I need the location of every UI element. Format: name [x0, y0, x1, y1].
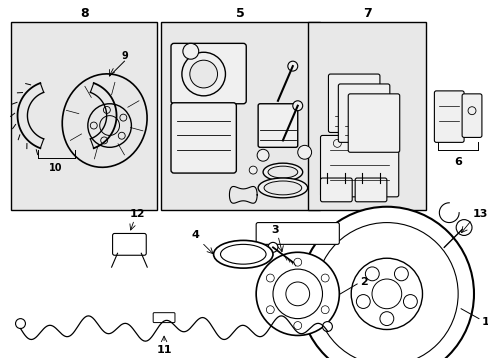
Circle shape	[293, 321, 301, 329]
Circle shape	[182, 52, 225, 96]
Circle shape	[189, 60, 217, 88]
FancyBboxPatch shape	[171, 43, 246, 104]
Circle shape	[371, 279, 401, 309]
FancyBboxPatch shape	[112, 234, 146, 255]
Text: 10: 10	[49, 163, 63, 173]
Ellipse shape	[213, 240, 272, 268]
Bar	[161, 22, 319, 210]
Circle shape	[321, 306, 328, 314]
Bar	[11, 22, 157, 210]
Circle shape	[272, 269, 322, 319]
Circle shape	[350, 258, 422, 329]
Text: 2: 2	[360, 277, 367, 287]
Circle shape	[321, 274, 328, 282]
Text: 6: 6	[453, 157, 461, 167]
Bar	[307, 22, 426, 210]
Circle shape	[287, 61, 297, 71]
Circle shape	[267, 242, 277, 252]
Circle shape	[365, 267, 379, 281]
Text: 13: 13	[471, 209, 487, 219]
Ellipse shape	[264, 181, 301, 195]
Circle shape	[379, 312, 393, 325]
FancyBboxPatch shape	[258, 104, 297, 147]
Circle shape	[394, 267, 407, 281]
Circle shape	[103, 107, 110, 113]
Text: 11: 11	[156, 345, 171, 355]
Text: 9: 9	[121, 51, 127, 61]
FancyBboxPatch shape	[461, 94, 481, 138]
Circle shape	[16, 319, 25, 329]
Circle shape	[292, 101, 302, 111]
Text: 3: 3	[271, 225, 278, 234]
Circle shape	[118, 132, 125, 139]
Text: 8: 8	[81, 7, 89, 20]
FancyBboxPatch shape	[153, 313, 175, 323]
Ellipse shape	[220, 244, 265, 264]
Circle shape	[297, 145, 311, 159]
Text: 4: 4	[191, 230, 199, 240]
Circle shape	[455, 220, 471, 235]
Circle shape	[467, 107, 475, 114]
Circle shape	[285, 282, 309, 306]
FancyBboxPatch shape	[320, 178, 351, 202]
FancyBboxPatch shape	[347, 94, 399, 152]
Ellipse shape	[62, 74, 147, 167]
Text: 12: 12	[129, 209, 145, 219]
Ellipse shape	[263, 163, 302, 181]
Circle shape	[356, 294, 369, 309]
Text: 5: 5	[235, 7, 244, 20]
Circle shape	[257, 149, 268, 161]
Circle shape	[266, 274, 274, 282]
Polygon shape	[319, 294, 391, 327]
Text: 1: 1	[481, 316, 488, 327]
Circle shape	[101, 137, 107, 144]
Ellipse shape	[267, 166, 297, 178]
Circle shape	[315, 222, 457, 360]
Circle shape	[355, 139, 364, 147]
Circle shape	[322, 321, 332, 332]
Ellipse shape	[258, 178, 307, 198]
FancyBboxPatch shape	[171, 103, 236, 173]
FancyBboxPatch shape	[320, 135, 398, 197]
FancyBboxPatch shape	[433, 91, 463, 142]
FancyBboxPatch shape	[328, 74, 379, 132]
Circle shape	[256, 252, 339, 336]
Circle shape	[403, 294, 416, 309]
Circle shape	[299, 207, 473, 360]
Circle shape	[90, 122, 97, 129]
Circle shape	[377, 139, 385, 147]
FancyBboxPatch shape	[256, 222, 339, 244]
Circle shape	[120, 114, 126, 121]
Circle shape	[293, 258, 301, 266]
FancyBboxPatch shape	[354, 178, 386, 202]
Circle shape	[266, 306, 274, 314]
FancyBboxPatch shape	[338, 84, 389, 142]
Circle shape	[100, 116, 119, 135]
Circle shape	[333, 139, 341, 147]
Text: 7: 7	[362, 7, 371, 20]
Circle shape	[249, 166, 257, 174]
Circle shape	[88, 104, 131, 147]
Circle shape	[183, 43, 198, 59]
